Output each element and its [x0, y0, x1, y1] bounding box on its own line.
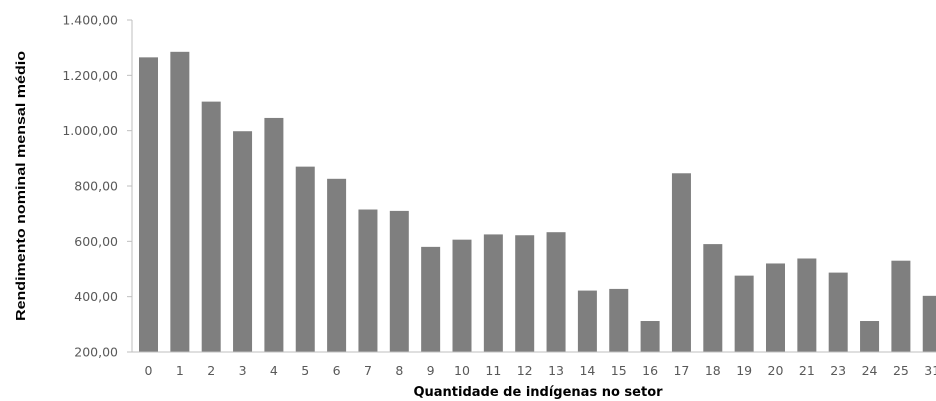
x-tick-label: 24 [862, 363, 878, 378]
bar-18 [703, 244, 723, 352]
bar-2 [201, 101, 221, 353]
bar-25 [891, 260, 911, 352]
y-axis-title: Rendimento nominal mensal médio [13, 51, 28, 321]
x-tick-label: 11 [485, 363, 501, 378]
y-tick-label: 800,00 [74, 179, 118, 194]
bar-4 [264, 117, 284, 352]
y-axis-ticks: 200,00 400,00 600,00 800,00 1.000,00 1.200,00… [62, 13, 132, 360]
x-tick-label: 13 [548, 363, 564, 378]
bar-7 [358, 209, 378, 352]
y-tick-label: 600,00 [74, 234, 118, 249]
x-tick-label: 19 [736, 363, 752, 378]
x-tick-label: 1 [176, 363, 184, 378]
bar-8 [389, 210, 409, 352]
y-tick-label: 1.200,00 [62, 68, 118, 83]
x-tick-label: 23 [830, 363, 846, 378]
bar-12 [515, 235, 535, 352]
x-axis-ticks: 0 1 2 3 4 5 6 7 8 9 10 11 12 13 14 15 16 17 18 19 20 21 23 24 25… [145, 363, 936, 378]
x-tick-label: 17 [673, 363, 689, 378]
bar-23 [828, 272, 848, 352]
x-tick-label: 31 [924, 363, 936, 378]
y-tick-label: 1.400,00 [62, 13, 118, 28]
x-tick-label: 2 [207, 363, 215, 378]
x-tick-label: 25 [893, 363, 909, 378]
bar-9 [421, 246, 441, 352]
x-tick-label: 8 [395, 363, 403, 378]
x-tick-label: 12 [517, 363, 533, 378]
bar-3 [233, 131, 253, 352]
bar-11 [483, 234, 503, 352]
x-tick-label: 15 [611, 363, 627, 378]
y-tick-label: 1.000,00 [62, 123, 118, 138]
bar-1 [170, 51, 190, 352]
bar-20 [766, 263, 785, 352]
x-tick-label: 10 [454, 363, 470, 378]
bar-13 [546, 232, 566, 352]
x-tick-label: 16 [642, 363, 658, 378]
bar-24 [860, 321, 880, 352]
bar-21 [797, 258, 817, 352]
bar-17 [671, 173, 691, 352]
x-tick-label: 7 [364, 363, 372, 378]
bar-0 [139, 57, 158, 352]
x-tick-label: 9 [427, 363, 435, 378]
x-tick-label: 3 [239, 363, 247, 378]
bars [139, 51, 936, 353]
x-tick-label: 5 [301, 363, 309, 378]
x-tick-label: 21 [799, 363, 815, 378]
x-tick-label: 14 [579, 363, 595, 378]
bar-15 [609, 288, 629, 352]
x-tick-label: 0 [145, 363, 153, 378]
bar-10 [452, 239, 472, 352]
bar-19 [734, 275, 754, 352]
x-tick-label: 18 [705, 363, 721, 378]
bar-5 [295, 166, 315, 352]
x-tick-label: 6 [333, 363, 341, 378]
bar-31 [922, 295, 936, 352]
bar-16 [640, 321, 660, 352]
bar-6 [327, 178, 347, 352]
y-tick-label: 200,00 [74, 345, 118, 360]
y-tick-label: 400,00 [74, 289, 118, 304]
x-axis-title: Quantidade de indígenas no setor [413, 385, 663, 400]
x-tick-label: 4 [270, 363, 278, 378]
x-tick-label: 20 [768, 363, 784, 378]
bar-14 [577, 290, 597, 352]
